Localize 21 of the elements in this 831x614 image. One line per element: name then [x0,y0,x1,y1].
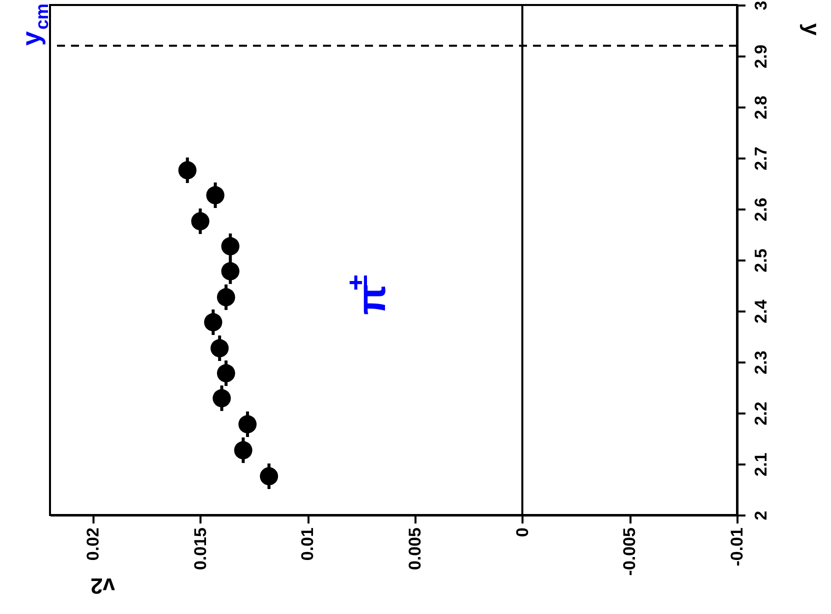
y-tick-label: 2.3 [752,350,770,374]
x-tick-label: 0.02 [83,528,102,561]
x-tick-label: 0.005 [405,528,424,570]
y-tick-label: 2.9 [752,44,770,68]
x-tick-label: 0.01 [298,528,318,561]
x-axis-title: v2 [90,574,115,598]
x-tick-label: -0.005 [620,528,640,576]
y-tick-label: 2 [752,510,770,520]
y-tick-label: 2.2 [752,402,770,426]
y-tick-label: 2.5 [752,248,770,272]
y-tick-label: 2.4 [752,299,770,324]
y-axis-title: y [800,23,824,36]
ref-line-label: ycm [16,3,52,46]
x-tick-label: -0.01 [728,528,746,566]
y-tick-label: 2.1 [752,452,770,476]
y-tick-label: 2.8 [752,96,770,120]
x-tick-label: 0.015 [190,528,210,570]
y-tick-label: 2.6 [752,198,770,222]
x-tick-label: 0 [512,528,532,537]
y-tick-label: 2.7 [752,146,770,170]
y-tick-label: 3 [752,0,770,10]
